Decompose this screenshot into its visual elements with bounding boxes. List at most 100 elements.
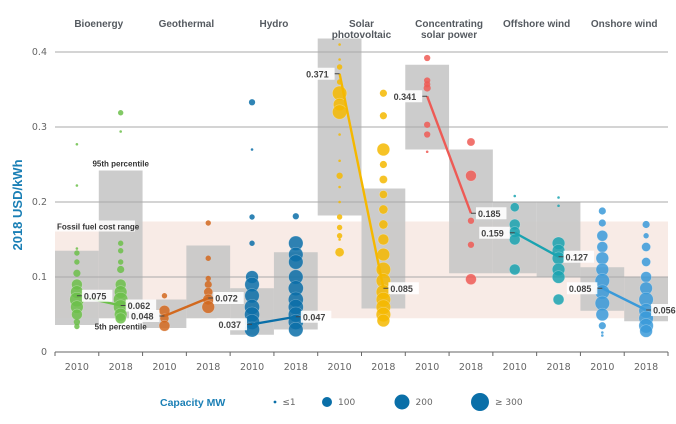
data-point bbox=[379, 190, 388, 199]
p95-annotation: 95th percentile bbox=[92, 160, 149, 169]
data-point bbox=[71, 308, 83, 321]
data-point bbox=[73, 318, 81, 326]
data-point bbox=[338, 200, 341, 204]
legend-label: 200 bbox=[416, 398, 433, 408]
data-point bbox=[336, 224, 343, 231]
data-point bbox=[639, 324, 653, 338]
data-point bbox=[595, 307, 609, 322]
weighted-average-label: 0.037 bbox=[219, 320, 242, 330]
data-point bbox=[557, 204, 560, 208]
technology-title: Bioenergy bbox=[74, 19, 123, 30]
value-label-bg bbox=[651, 304, 676, 316]
data-point bbox=[424, 121, 431, 128]
x-tick-label: 2010 bbox=[328, 362, 352, 373]
weighted-average-label: 0.085 bbox=[390, 284, 413, 294]
technology-title: Solar bbox=[349, 19, 374, 30]
data-point bbox=[467, 217, 475, 224]
data-point bbox=[74, 250, 80, 256]
data-point bbox=[641, 257, 651, 267]
data-point bbox=[249, 214, 255, 220]
weighted-average-label: 0.185 bbox=[478, 209, 501, 219]
y-tick-label: 0.1 bbox=[32, 272, 47, 283]
data-point bbox=[73, 269, 81, 277]
data-point bbox=[338, 43, 341, 46]
data-point bbox=[336, 64, 343, 70]
data-point bbox=[336, 214, 343, 220]
data-point bbox=[249, 240, 255, 246]
data-point bbox=[552, 293, 565, 306]
data-point bbox=[288, 254, 304, 270]
data-point bbox=[640, 271, 652, 283]
weighted-average-label: 0.047 bbox=[303, 312, 326, 322]
value-label-bg bbox=[213, 292, 244, 304]
y-tick-label: 0.3 bbox=[32, 122, 47, 133]
data-point bbox=[117, 265, 125, 274]
data-point bbox=[74, 323, 80, 330]
x-tick-label: 2010 bbox=[415, 362, 439, 373]
x-tick-label: 2018 bbox=[196, 362, 220, 373]
p5-annotation: 5th percentile bbox=[95, 322, 148, 331]
data-point bbox=[338, 58, 341, 61]
data-point bbox=[292, 213, 299, 220]
data-point bbox=[596, 230, 609, 242]
y-tick-label: 0.2 bbox=[32, 197, 47, 208]
value-label-bg bbox=[216, 318, 248, 331]
x-tick-label: 2010 bbox=[65, 362, 89, 373]
data-point bbox=[376, 142, 390, 157]
x-tick-label: 2018 bbox=[284, 362, 308, 373]
weighted-average-label: 0.159 bbox=[481, 228, 504, 238]
data-point bbox=[424, 54, 431, 62]
x-tick-label: 2018 bbox=[109, 362, 133, 373]
x-tick-label: 2010 bbox=[152, 362, 176, 373]
value-label-bg bbox=[304, 67, 335, 80]
legend-label: ≥ 300 bbox=[495, 398, 523, 408]
data-point bbox=[117, 248, 124, 254]
data-point bbox=[642, 220, 650, 229]
data-point bbox=[338, 133, 341, 136]
data-point bbox=[379, 89, 387, 97]
weighted-average-line bbox=[251, 315, 297, 326]
data-point bbox=[376, 313, 390, 328]
data-point bbox=[119, 130, 122, 133]
data-point bbox=[205, 275, 211, 282]
x-tick-label: 2018 bbox=[371, 362, 395, 373]
legend-marker bbox=[471, 393, 489, 411]
technology-title: Concentrating bbox=[415, 19, 483, 30]
technology-title: Geothermal bbox=[159, 19, 215, 30]
data-point bbox=[75, 247, 79, 250]
data-point bbox=[201, 300, 215, 314]
data-point bbox=[513, 194, 517, 198]
legend-marker bbox=[394, 394, 410, 410]
data-point bbox=[424, 131, 431, 138]
weighted-average-label: 0.056 bbox=[653, 306, 676, 316]
x-tick-label: 2018 bbox=[459, 362, 483, 373]
data-point bbox=[643, 233, 649, 239]
data-point bbox=[598, 322, 606, 330]
data-point bbox=[376, 247, 390, 262]
fossil-fuel-range-label: Fossil fuel cost range bbox=[57, 223, 140, 232]
data-point bbox=[465, 273, 477, 285]
legend-marker bbox=[322, 397, 332, 407]
value-label-bg bbox=[391, 90, 423, 103]
legend-label: 100 bbox=[338, 398, 355, 408]
data-point bbox=[75, 142, 79, 146]
technology-title: photovoltaic bbox=[332, 30, 392, 41]
data-point bbox=[598, 207, 606, 215]
data-point bbox=[466, 137, 476, 147]
weighted-average-label: 0.072 bbox=[215, 294, 238, 304]
data-point bbox=[288, 321, 304, 337]
value-label-bg bbox=[81, 289, 113, 302]
y-tick-label: 0.4 bbox=[32, 47, 47, 58]
weighted-average-label: 0.085 bbox=[569, 284, 592, 294]
data-point bbox=[377, 233, 390, 246]
data-point bbox=[204, 280, 212, 289]
data-point bbox=[509, 202, 520, 213]
data-point bbox=[425, 150, 429, 154]
data-point bbox=[557, 196, 560, 199]
y-axis-label: 2018 USD/kWh bbox=[10, 159, 25, 250]
data-point bbox=[117, 240, 124, 246]
weighted-average-label: 0.127 bbox=[566, 252, 589, 262]
data-point bbox=[596, 241, 609, 253]
value-label-bg bbox=[128, 310, 160, 322]
value-label-bg bbox=[388, 282, 419, 295]
